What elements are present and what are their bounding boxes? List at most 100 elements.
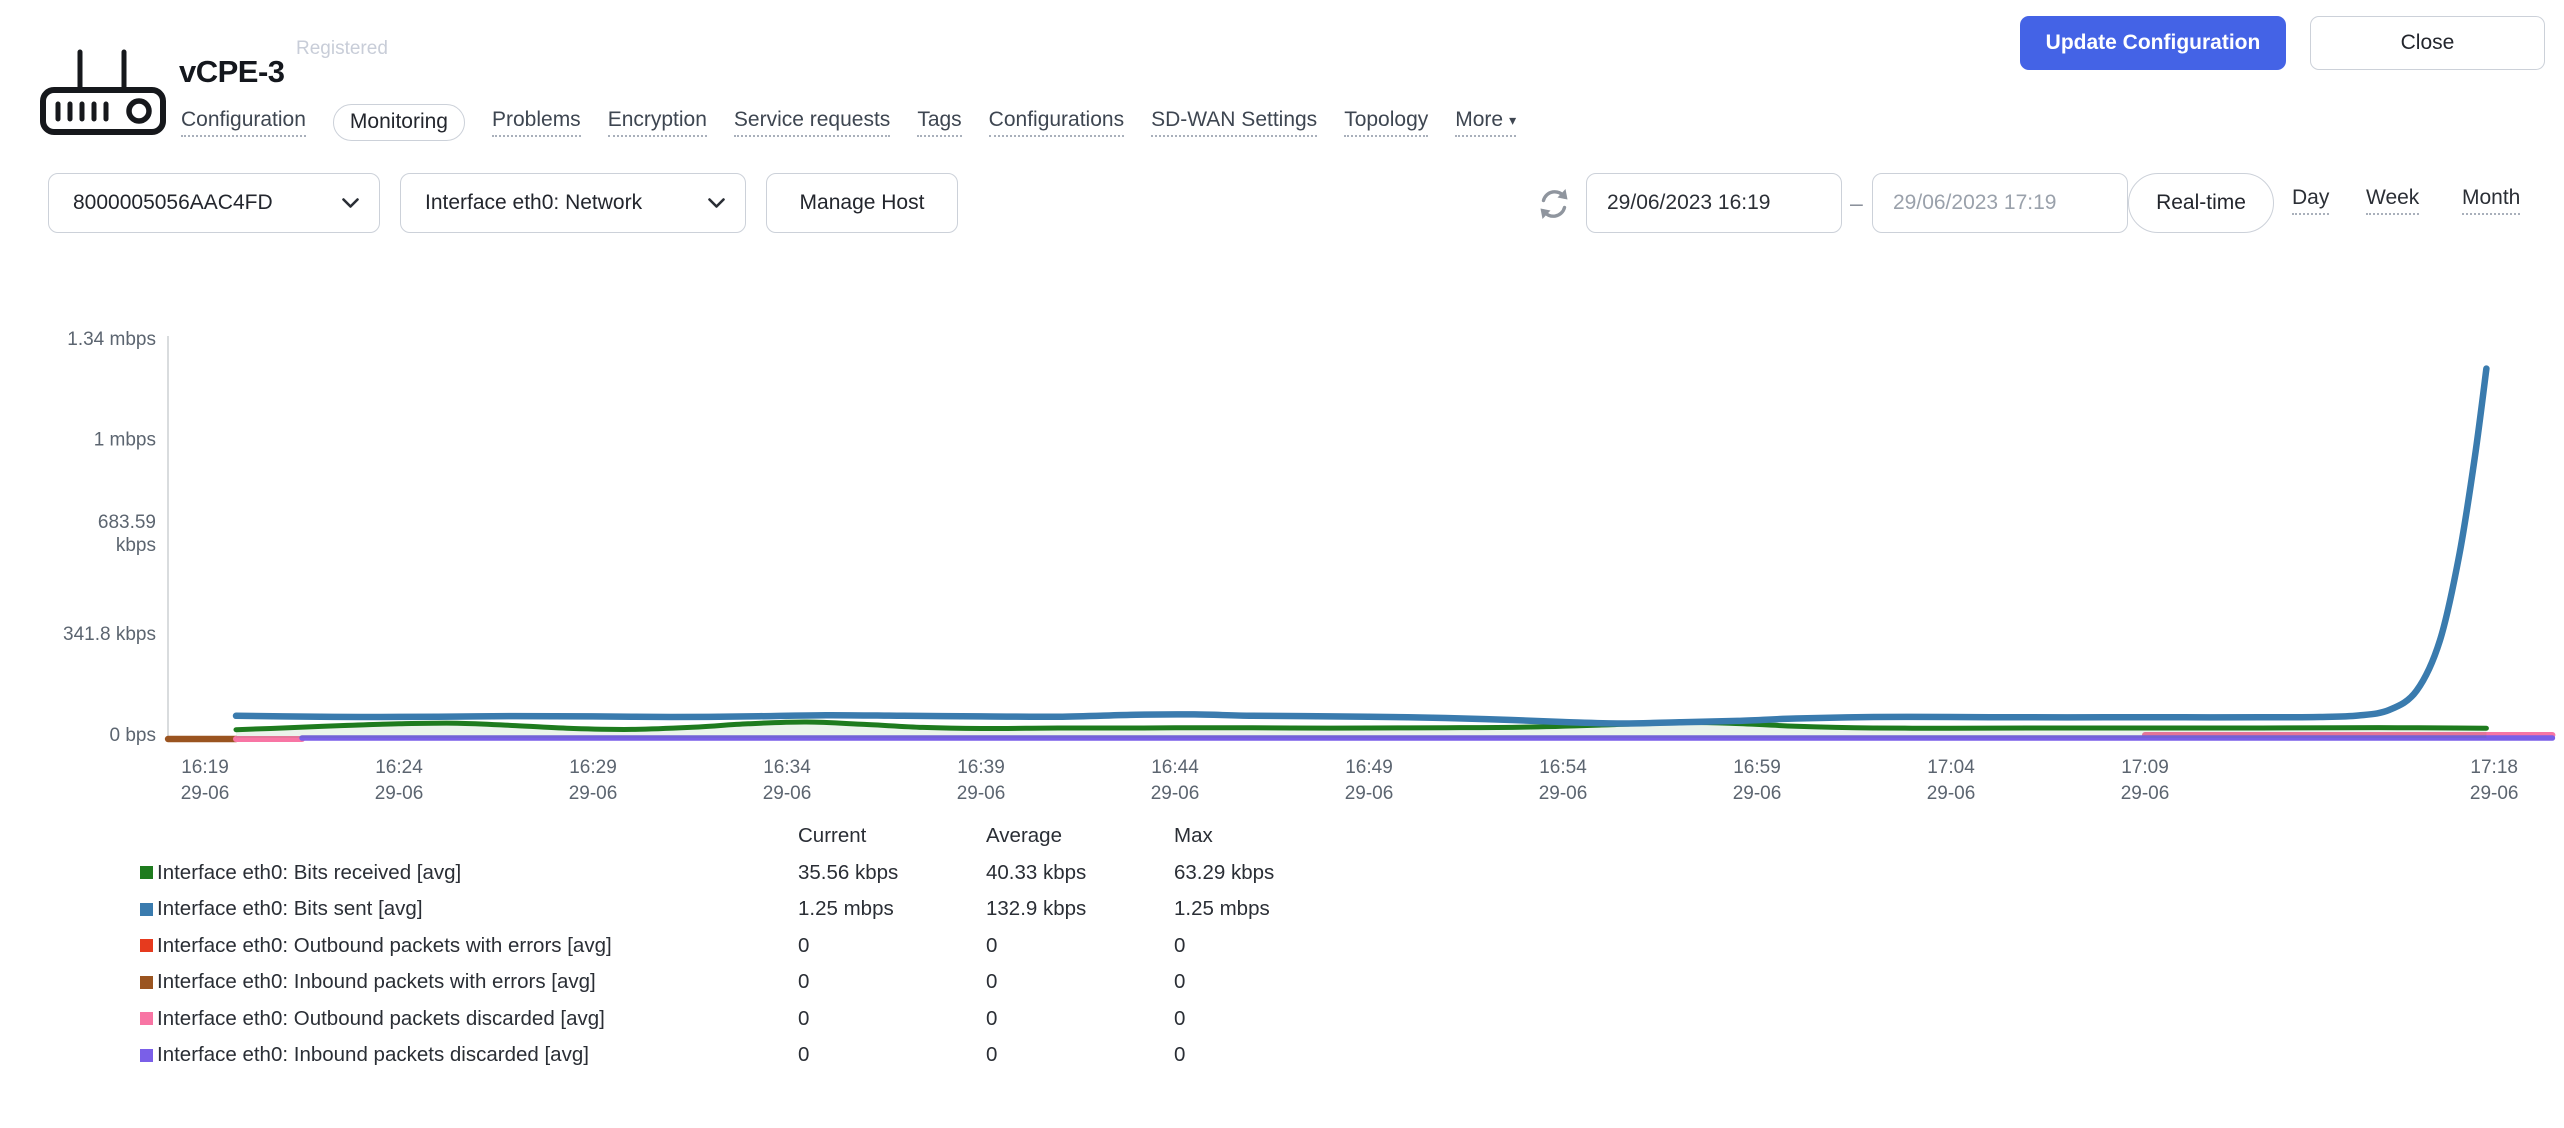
range-day-link[interactable]: Day <box>2292 186 2330 215</box>
tab-encryption[interactable]: Encryption <box>607 108 707 137</box>
legend-row-inbound-discarded: Interface eth0: Inbound packets discarde… <box>140 1037 1362 1074</box>
series-current: 0 <box>798 1043 810 1067</box>
router-icon <box>40 49 166 135</box>
chevron-down-icon: ▾ <box>1509 111 1517 128</box>
series-average: 0 <box>986 1006 998 1030</box>
svg-text:0 bps: 0 bps <box>110 725 156 746</box>
series-max: 1.25 mbps <box>1174 897 1270 921</box>
svg-text:29-06: 29-06 <box>1733 783 1782 804</box>
manage-host-button[interactable]: Manage Host <box>766 173 958 233</box>
tab-more[interactable]: More ▾ <box>1455 108 1517 137</box>
series-label: Interface eth0: Outbound packets with er… <box>157 933 612 957</box>
series-max: 0 <box>1174 1043 1186 1067</box>
tab-topology[interactable]: Topology <box>1344 108 1429 137</box>
svg-text:29-06: 29-06 <box>2121 783 2170 804</box>
realtime-button[interactable]: Real-time <box>2128 173 2274 233</box>
svg-text:17:18: 17:18 <box>2470 757 2518 778</box>
svg-text:16:24: 16:24 <box>375 757 423 778</box>
svg-text:29-06: 29-06 <box>957 783 1006 804</box>
series-swatch <box>140 975 153 989</box>
series-average: 0 <box>986 1043 998 1067</box>
svg-text:29-06: 29-06 <box>569 783 618 804</box>
series-average: 132.9 kbps <box>986 897 1087 921</box>
legend-col-current: Current <box>798 824 867 848</box>
svg-text:29-06: 29-06 <box>1345 783 1394 804</box>
svg-text:29-06: 29-06 <box>763 783 812 804</box>
svg-text:17:09: 17:09 <box>2121 757 2169 778</box>
legend-row-outbound-discarded: Interface eth0: Outbound packets discard… <box>140 1001 1362 1038</box>
tab-service-requests[interactable]: Service requests <box>733 108 891 137</box>
series-swatch <box>140 939 153 953</box>
host-select[interactable]: 8000005056AAC4FD <box>48 173 380 233</box>
svg-text:16:59: 16:59 <box>1733 757 1781 778</box>
series-average: 40.33 kbps <box>986 860 1087 884</box>
svg-text:16:54: 16:54 <box>1539 757 1587 778</box>
svg-text:29-06: 29-06 <box>1539 783 1588 804</box>
svg-text:16:34: 16:34 <box>763 757 811 778</box>
series-swatch <box>140 902 153 916</box>
svg-text:17:04: 17:04 <box>1927 757 1975 778</box>
series-label: Interface eth0: Inbound packets discarde… <box>157 1043 589 1067</box>
tab-sdwan-settings[interactable]: SD-WAN Settings <box>1151 108 1318 137</box>
tab-configuration[interactable]: Configuration <box>181 108 306 137</box>
svg-text:16:29: 16:29 <box>569 757 617 778</box>
graph-select-value: Interface eth0: Network <box>425 191 643 214</box>
series-max: 0 <box>1174 1006 1186 1030</box>
legend-row-inbound-errors: Interface eth0: Inbound packets with err… <box>140 964 1362 1001</box>
graph-select[interactable]: Interface eth0: Network <box>400 173 746 233</box>
svg-text:683.59: 683.59 <box>98 512 156 533</box>
series-average: 0 <box>986 933 998 957</box>
close-button[interactable]: Close <box>2310 16 2545 70</box>
status-badge: Registered <box>296 38 388 59</box>
svg-text:16:49: 16:49 <box>1345 757 1393 778</box>
svg-text:29-06: 29-06 <box>375 783 424 804</box>
tab-configurations[interactable]: Configurations <box>988 108 1125 137</box>
series-max: 0 <box>1174 970 1186 994</box>
chevron-down-icon <box>708 197 725 208</box>
series-current: 0 <box>798 1006 810 1030</box>
svg-text:29-06: 29-06 <box>1927 783 1976 804</box>
svg-text:29-06: 29-06 <box>2470 783 2519 804</box>
traffic-graph[interactable]: 1.34 mbps 1 mbps 683.59 kbps 341.8 kbps 0 bps… <box>0 318 2564 818</box>
svg-text:341.8 kbps: 341.8 kbps <box>63 624 156 645</box>
range-week-link[interactable]: Week <box>2366 186 2420 215</box>
series-current: 1.25 mbps <box>798 897 894 921</box>
series-label: Interface eth0: Outbound packets discard… <box>157 1006 605 1030</box>
host-tabs: Configuration Monitoring Problems Encryp… <box>181 104 1517 141</box>
refresh-icon[interactable] <box>1536 186 1572 222</box>
legend-row-outbound-errors: Interface eth0: Outbound packets with er… <box>140 928 1362 965</box>
legend-col-max: Max <box>1174 824 1213 848</box>
series-swatch <box>140 866 153 880</box>
tab-monitoring[interactable]: Monitoring <box>332 104 465 141</box>
update-configuration-button[interactable]: Update Configuration <box>2020 16 2286 70</box>
svg-text:1 mbps: 1 mbps <box>94 430 156 451</box>
series-current: 0 <box>798 970 810 994</box>
series-swatch <box>140 1048 153 1062</box>
series-label: Interface eth0: Bits received [avg] <box>157 860 462 884</box>
svg-text:kbps: kbps <box>116 535 156 556</box>
chevron-down-icon <box>342 197 359 208</box>
series-max: 0 <box>1174 933 1186 957</box>
graph-legend: Current Average Max Interface eth0: Bits… <box>140 818 1362 1074</box>
tab-more-label: More <box>1455 108 1504 131</box>
tab-problems[interactable]: Problems <box>491 108 581 137</box>
series-current: 35.56 kbps <box>798 860 899 884</box>
series-max: 63.29 kbps <box>1174 860 1275 884</box>
time-range-dash: – <box>1850 190 1863 216</box>
tab-tags[interactable]: Tags <box>917 108 962 137</box>
legend-row-bits-sent: Interface eth0: Bits sent [avg] 1.25 mbp… <box>140 891 1362 928</box>
svg-text:29-06: 29-06 <box>181 783 230 804</box>
time-from-input[interactable]: 29/06/2023 16:19 <box>1586 173 1842 233</box>
series-label: Interface eth0: Bits sent [avg] <box>157 897 423 921</box>
range-month-link[interactable]: Month <box>2462 186 2521 215</box>
series-label: Interface eth0: Inbound packets with err… <box>157 970 596 994</box>
svg-text:1.34 mbps: 1.34 mbps <box>67 329 156 350</box>
time-to-input[interactable]: 29/06/2023 17:19 <box>1872 173 2128 233</box>
page-title: vCPE-3 <box>179 54 285 89</box>
svg-text:16:19: 16:19 <box>181 757 229 778</box>
series-swatch <box>140 1012 153 1026</box>
legend-row-bits-received: Interface eth0: Bits received [avg] 35.5… <box>140 855 1362 892</box>
svg-text:16:44: 16:44 <box>1151 757 1199 778</box>
host-select-value: 8000005056AAC4FD <box>73 191 273 214</box>
